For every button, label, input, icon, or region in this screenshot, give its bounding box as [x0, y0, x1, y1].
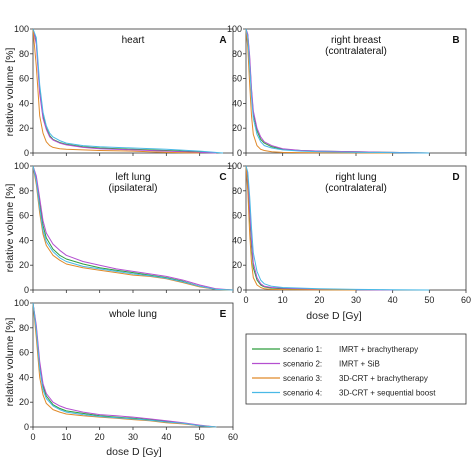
panel-letter-D: D — [452, 172, 459, 183]
xtick-label-whole-lung-40: 40 — [161, 432, 171, 442]
legend: scenario 1: IMRT + brachytherapy scenario … — [245, 333, 467, 405]
ytick-label-whole-lung-40: 40 — [19, 372, 29, 382]
xtick-label-whole-lung-20: 20 — [95, 432, 105, 442]
series-line-whole-lung-3 — [32, 302, 217, 428]
series-line-right-lung-4 — [245, 165, 430, 291]
ytick-label-right-lung-100: 100 — [227, 161, 242, 171]
panel-title-right-lung: right lung — [335, 172, 376, 183]
xtick-label-whole-lung-0: 0 — [30, 432, 35, 442]
ytick-label-heart-0: 0 — [24, 148, 29, 158]
ytick-label-right-breast-60: 60 — [232, 74, 242, 84]
ytick-label-right-lung-0: 0 — [237, 285, 242, 295]
ytick-label-left-lung-20: 20 — [19, 260, 29, 270]
series-line-heart-1 — [32, 28, 217, 154]
ytick-label-whole-lung-0: 0 — [24, 422, 29, 432]
ytick-label-right-breast-20: 20 — [232, 123, 242, 133]
legend-scenario-1: scenario 1: — [283, 345, 322, 354]
ytick-label-whole-lung-100: 100 — [14, 298, 29, 308]
legend-frame — [245, 333, 467, 405]
ytick-label-heart-60: 60 — [19, 74, 29, 84]
panel-letter-B: B — [452, 35, 459, 46]
series-line-left-lung-4 — [32, 165, 234, 291]
panel-frame-heart — [32, 28, 234, 154]
xtick-label-right-lung-40: 40 — [388, 295, 398, 305]
ytick-label-heart-40: 40 — [19, 98, 29, 108]
legend-label-4: 3D-CRT + sequential boost — [339, 389, 436, 398]
ytick-label-heart-20: 20 — [19, 123, 29, 133]
xlabel-bottom: dose D [Gy] — [106, 446, 162, 458]
series-line-heart-4 — [32, 28, 224, 154]
ytick-label-right-breast-0: 0 — [237, 148, 242, 158]
series-line-heart-2 — [32, 28, 217, 154]
xtick-label-whole-lung-50: 50 — [195, 432, 205, 442]
ytick-label-heart-80: 80 — [19, 49, 29, 59]
panel-title-heart: heart — [122, 35, 145, 46]
panel-title-left-lung: left lung — [115, 172, 150, 183]
series-line-whole-lung-4 — [32, 302, 217, 428]
ytick-label-left-lung-60: 60 — [19, 211, 29, 221]
panel-title-right-breast-line2: (contralateral) — [325, 46, 387, 57]
series-line-left-lung-2 — [32, 165, 234, 291]
xtick-label-right-lung-10: 10 — [278, 295, 288, 305]
legend-label-1: IMRT + brachytherapy — [339, 345, 418, 354]
xtick-label-right-lung-0: 0 — [243, 295, 248, 305]
panel-whole-lung: 0 20 40 60 80 100 0 10 20 30 40 50 60 whole lung E — [14, 298, 238, 442]
panel-letter-A: A — [219, 35, 226, 46]
series-line-whole-lung-1 — [32, 302, 217, 428]
xtick-label-right-lung-50: 50 — [424, 295, 434, 305]
panel-title-whole-lung: whole lung — [108, 309, 157, 320]
panel-right-breast: 0 20 40 60 80 100 right breast(contralateral) B — [227, 24, 467, 158]
panel-letter-C: C — [219, 172, 226, 183]
ytick-label-right-breast-80: 80 — [232, 49, 242, 59]
panel-title-left-lung-line2: (ipsilateral) — [109, 183, 158, 194]
xtick-label-right-lung-20: 20 — [314, 295, 324, 305]
legend-scenario-2: scenario 2: — [283, 360, 322, 369]
series-line-whole-lung-2 — [32, 302, 217, 428]
xtick-label-right-lung-30: 30 — [351, 295, 361, 305]
panel-heart: 0 20 40 60 80 100 heart A — [14, 24, 234, 158]
series-line-right-breast-2 — [245, 28, 430, 154]
series-line-right-breast-3 — [245, 28, 393, 154]
ytick-label-right-lung-40: 40 — [232, 235, 242, 245]
xlabel-right-column: dose D [Gy] — [306, 310, 362, 322]
xtick-label-whole-lung-60: 60 — [228, 432, 238, 442]
xtick-label-whole-lung-30: 30 — [128, 432, 138, 442]
ylabel-middle: relative volume [%] — [4, 184, 16, 273]
series-line-left-lung-3 — [32, 165, 234, 291]
ytick-label-right-breast-100: 100 — [227, 24, 242, 34]
ytick-label-right-lung-60: 60 — [232, 211, 242, 221]
xtick-label-right-lung-60: 60 — [461, 295, 471, 305]
series-line-heart-3 — [32, 28, 200, 154]
ytick-label-left-lung-0: 0 — [24, 285, 29, 295]
series-line-right-breast-4 — [245, 28, 430, 154]
ytick-label-right-lung-80: 80 — [232, 186, 242, 196]
ytick-label-left-lung-80: 80 — [19, 186, 29, 196]
panel-left-lung: 0 20 40 60 80 100 left lung(ipsilateral) C — [14, 161, 234, 295]
ylabel-top: relative volume [%] — [4, 48, 16, 137]
panel-frame-whole-lung — [32, 302, 234, 428]
ylabel-bottom: relative volume [%] — [4, 318, 16, 407]
series-line-right-lung-3 — [245, 165, 357, 291]
ytick-label-whole-lung-20: 20 — [19, 397, 29, 407]
ytick-label-left-lung-40: 40 — [19, 235, 29, 245]
ytick-label-right-breast-40: 40 — [232, 98, 242, 108]
ytick-label-heart-100: 100 — [14, 24, 29, 34]
legend-label-2: IMRT + SiB — [339, 360, 380, 369]
panel-letter-E: E — [220, 309, 227, 320]
panel-title-right-breast: right breast — [331, 35, 381, 46]
series-line-right-lung-2 — [245, 165, 393, 291]
legend-scenario-3: scenario 3: — [283, 374, 322, 383]
xtick-label-whole-lung-10: 10 — [61, 432, 71, 442]
panel-right-lung: 0 20 40 60 80 100 0 10 20 30 40 50 60 right lung(cont… — [227, 161, 471, 305]
ytick-label-left-lung-100: 100 — [14, 161, 29, 171]
ytick-label-whole-lung-80: 80 — [19, 323, 29, 333]
legend-scenario-4: scenario 4: — [283, 389, 322, 398]
ytick-label-right-lung-20: 20 — [232, 260, 242, 270]
legend-label-3: 3D-CRT + brachytherapy — [339, 374, 428, 383]
panel-title-right-lung-line2: (contralateral) — [325, 183, 387, 194]
ytick-label-whole-lung-60: 60 — [19, 348, 29, 358]
